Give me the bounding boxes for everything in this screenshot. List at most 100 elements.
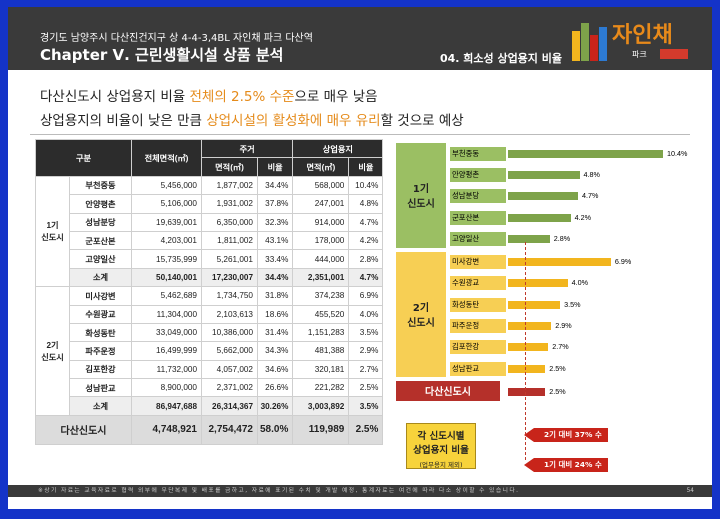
table-row: 고양일산 15,735,999 5,261,001 33.4% 444,000 2.8% xyxy=(36,249,384,269)
comparison-arrow-2nd: 2기 대비 37% 수준 xyxy=(524,428,608,453)
intro-line-2: 상업용지의 비율이 낮은 만큼 상업시설의 활성화에 매우 유리할 것으로 예상 xyxy=(40,109,464,129)
chart-category-label: 고양일산 xyxy=(450,231,506,246)
table-cell: 568,000 xyxy=(292,175,350,196)
table-cell: 31.8% xyxy=(256,286,294,306)
table-cell: 178,000 xyxy=(292,230,350,251)
table-cell: 374,238 xyxy=(292,286,350,306)
land-ratio-table: 구분 전체면적(㎡) 주거 상업용지 면적(㎡) 비율 면적(㎡) 비율 1기 … xyxy=(35,138,384,445)
col-header-commercial: 상업용지 xyxy=(292,138,384,159)
table-cell: 2,103,613 xyxy=(201,304,258,324)
table-cell: 50,140,001 xyxy=(131,267,202,288)
caption-line-1: 각 신도시별 xyxy=(417,431,465,442)
project-title: 경기도 남양주시 다산진건지구 상 4-4-3,4BL 자인채 파크 다산역 xyxy=(40,33,313,44)
chart-category-label: 화성동탄 xyxy=(450,297,506,312)
table-cell: 2,351,001 xyxy=(292,267,350,288)
logo-tag-box xyxy=(660,49,688,59)
chart-category-label: 수원광교 xyxy=(450,276,506,291)
caption-note: (업무용지 제외) xyxy=(419,461,463,469)
divider xyxy=(30,134,690,135)
caption-line-2: 상업용지 비율 xyxy=(413,445,469,456)
footer: ※상기 자료는 교육자료로 협력 외부에 무단복제 및 배포를 금하고, 자료에… xyxy=(8,485,712,497)
table-cell: 4.7% xyxy=(348,212,384,232)
chart-value-label: 3.5% xyxy=(564,299,581,309)
table-cell: 3,003,892 xyxy=(292,396,350,416)
table-row: 군포산본 4,203,001 1,811,002 43.1% 178,000 4.2% xyxy=(36,230,384,251)
chart-category-label: 파주운정 xyxy=(450,319,506,334)
table-cell: 26,314,367 xyxy=(201,396,258,416)
table-cell: 10.4% xyxy=(348,175,384,196)
table-cell: 2.9% xyxy=(348,341,384,361)
logo-text: 자인채 xyxy=(612,23,673,48)
table-cell: 2.5% xyxy=(348,414,384,445)
table-row-label: 미사강변 xyxy=(69,286,132,306)
chart-value-label: 6.9% xyxy=(614,257,632,267)
chart-value-label: 2.5% xyxy=(549,386,566,396)
chart-bar xyxy=(508,387,546,396)
slide: 경기도 남양주시 다산진건지구 상 4-4-3,4BL 자인채 파크 다산역 C… xyxy=(8,7,712,509)
table-row-label: 소계 xyxy=(69,267,132,288)
table-cell: 5,462,689 xyxy=(131,286,202,306)
table-row-label: 파주운정 xyxy=(69,341,132,361)
chart-bar xyxy=(508,322,552,331)
ratio-bar-chart: 1기 신도시 부천중동 10.4% 안양평촌 4.8% 성남분당 4.7% 군포산본 4.2% 고… xyxy=(396,143,702,450)
table-cell: 3.5% xyxy=(348,396,384,416)
table-cell: 11,304,000 xyxy=(131,304,202,324)
table-row-label: 수원광교 xyxy=(69,304,132,324)
table-cell: 2,754,472 xyxy=(201,414,258,445)
table-cell: 5,261,001 xyxy=(201,249,258,269)
table-cell: 43.1% xyxy=(256,230,294,251)
table-cell: 4.8% xyxy=(348,194,384,214)
table-cell: 32.3% xyxy=(256,212,294,232)
table-cell: 1,734,750 xyxy=(201,286,258,306)
table-cell: 30.26% xyxy=(256,396,294,416)
table-row: 1기 신도시 부천중동 5,456,000 1,877,002 34.4% 568,000… xyxy=(35,175,384,288)
chart-value-label: 4.8% xyxy=(583,169,600,179)
chart-category-label: 성남판교 xyxy=(450,361,506,376)
chart-bar xyxy=(508,234,550,243)
table-subtotal-row: 소계 86,947,688 26,314,367 30.26% 3,003,892 3.5… xyxy=(36,396,384,416)
chart-bar xyxy=(508,213,571,222)
intro-text: 으로 매우 낮음 xyxy=(294,89,378,105)
chart-bar xyxy=(508,258,611,267)
table-row: 김포한강 11,732,000 4,057,002 34.6% 320,181 2.7% xyxy=(36,359,384,380)
chart-value-label: 2.5% xyxy=(549,363,566,373)
table-cell: 4,748,921 xyxy=(131,414,202,445)
table-group-label: 2기 신도시 xyxy=(35,286,70,416)
chart-bar xyxy=(508,170,580,179)
table-cell: 5,106,000 xyxy=(131,194,202,214)
table-row: 안양평촌 5,106,000 1,931,002 37.8% 247,001 4.8% xyxy=(36,194,384,214)
chart-bar xyxy=(508,192,579,201)
table-cell: 37.8% xyxy=(256,194,294,214)
table-cell: 2.5% xyxy=(348,378,384,398)
intro-text: 다산신도시 상업용지 비율 xyxy=(40,89,190,105)
table-cell: 2.7% xyxy=(348,359,384,380)
table-cell: 4.2% xyxy=(348,230,384,251)
table-cell: 34.6% xyxy=(256,359,294,380)
chart-value-label: 2.9% xyxy=(555,321,572,331)
group-label: 2기 신도시 xyxy=(396,251,446,378)
table-row-label: 소계 xyxy=(69,396,132,416)
intro-highlight: 상업시설의 활성화에 xyxy=(206,113,323,129)
table-cell: 3.5% xyxy=(348,322,384,343)
table-cell: 31.4% xyxy=(256,322,294,343)
chart-value-label: 2.7% xyxy=(552,342,569,352)
table-row-label: 성남분당 xyxy=(69,212,132,232)
chart-value-label: 4.7% xyxy=(582,191,599,201)
chart-value-label: 4.0% xyxy=(571,278,588,288)
chart-bar xyxy=(508,343,549,352)
table-cell: 5,456,000 xyxy=(131,175,202,196)
table-row-label: 성남판교 xyxy=(69,378,132,398)
table-cell: 1,151,283 xyxy=(292,322,350,343)
table-cell: 18.6% xyxy=(256,304,294,324)
table-cell: 481,388 xyxy=(292,341,350,361)
table-row-label: 안양평촌 xyxy=(69,194,132,214)
table-cell: 320,181 xyxy=(292,359,350,380)
group-label: 1기 신도시 xyxy=(396,143,446,248)
table-row-label: 화성동탄 xyxy=(69,322,132,343)
table-row-label: 고양일산 xyxy=(69,249,132,269)
chart-category-label: 미사강변 xyxy=(450,255,506,270)
intro-text: 할 것으로 예상 xyxy=(380,113,464,129)
table-cell: 6.9% xyxy=(348,286,384,306)
table-cell: 6,350,000 xyxy=(201,212,258,232)
chart-category-label: 안양평촌 xyxy=(450,167,506,182)
